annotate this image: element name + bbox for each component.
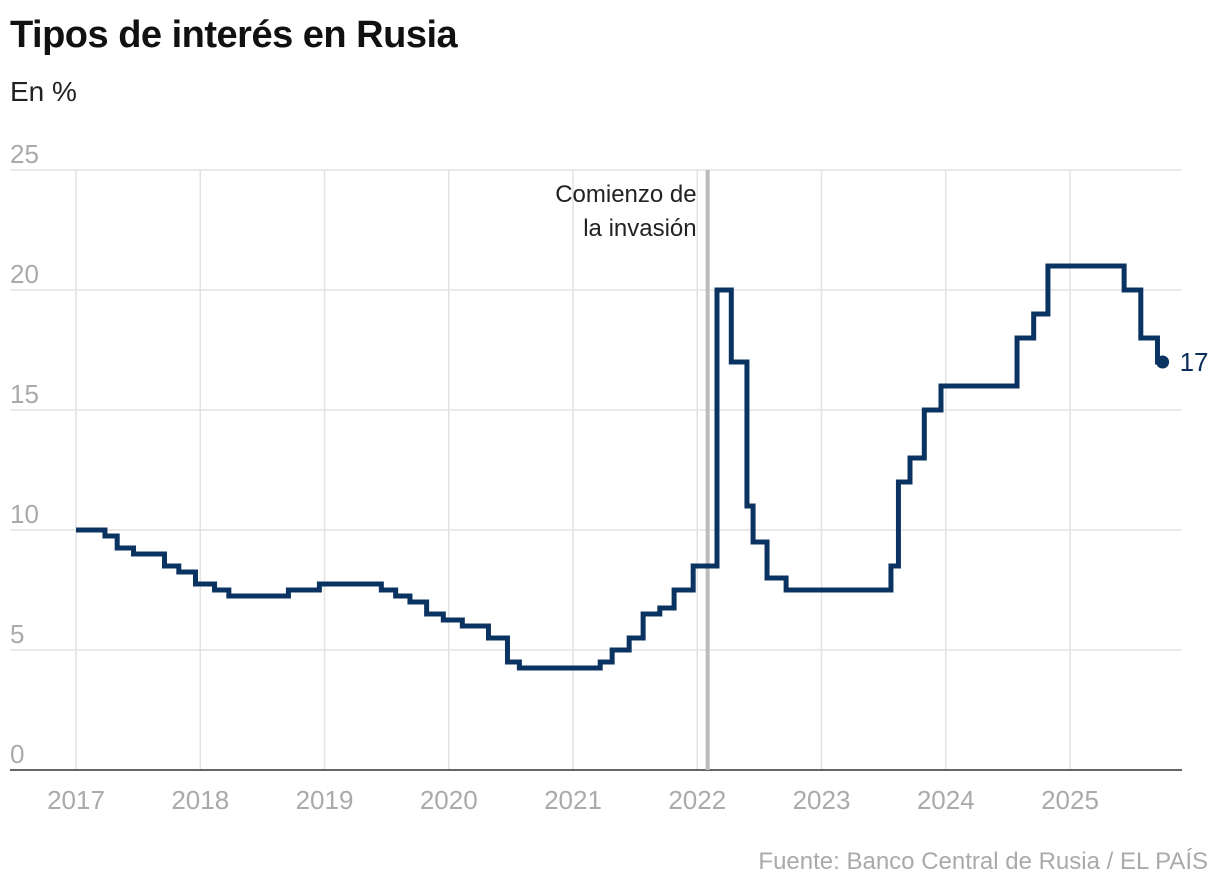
x-tick-label: 2019 xyxy=(296,785,354,815)
y-tick-label: 15 xyxy=(10,379,39,409)
x-tick-label: 2021 xyxy=(544,785,602,815)
x-tick-label: 2017 xyxy=(47,785,105,815)
last-value-label: 17 xyxy=(1180,347,1209,377)
x-tick-label: 2020 xyxy=(420,785,478,815)
chart-subtitle: En % xyxy=(10,76,77,107)
source-note: Fuente: Banco Central de Rusia / EL PAÍS xyxy=(758,848,1208,875)
y-tick-label: 25 xyxy=(10,139,39,169)
x-tick-label: 2018 xyxy=(171,785,229,815)
invasion-annotation: Comienzo de xyxy=(555,181,696,208)
x-tick-label: 2023 xyxy=(793,785,851,815)
last-point-marker xyxy=(1156,355,1170,369)
x-tick-label: 2024 xyxy=(917,785,975,815)
x-tick-label: 2022 xyxy=(668,785,726,815)
y-tick-label: 5 xyxy=(10,619,24,649)
x-tick-label: 2025 xyxy=(1041,785,1099,815)
y-tick-label: 20 xyxy=(10,259,39,289)
rate-step-line xyxy=(76,263,1163,671)
y-tick-label: 0 xyxy=(10,739,24,769)
chart-title: Tipos de interés en Rusia xyxy=(10,14,458,56)
y-tick-label: 10 xyxy=(10,499,39,529)
invasion-annotation: la invasión xyxy=(583,215,696,242)
